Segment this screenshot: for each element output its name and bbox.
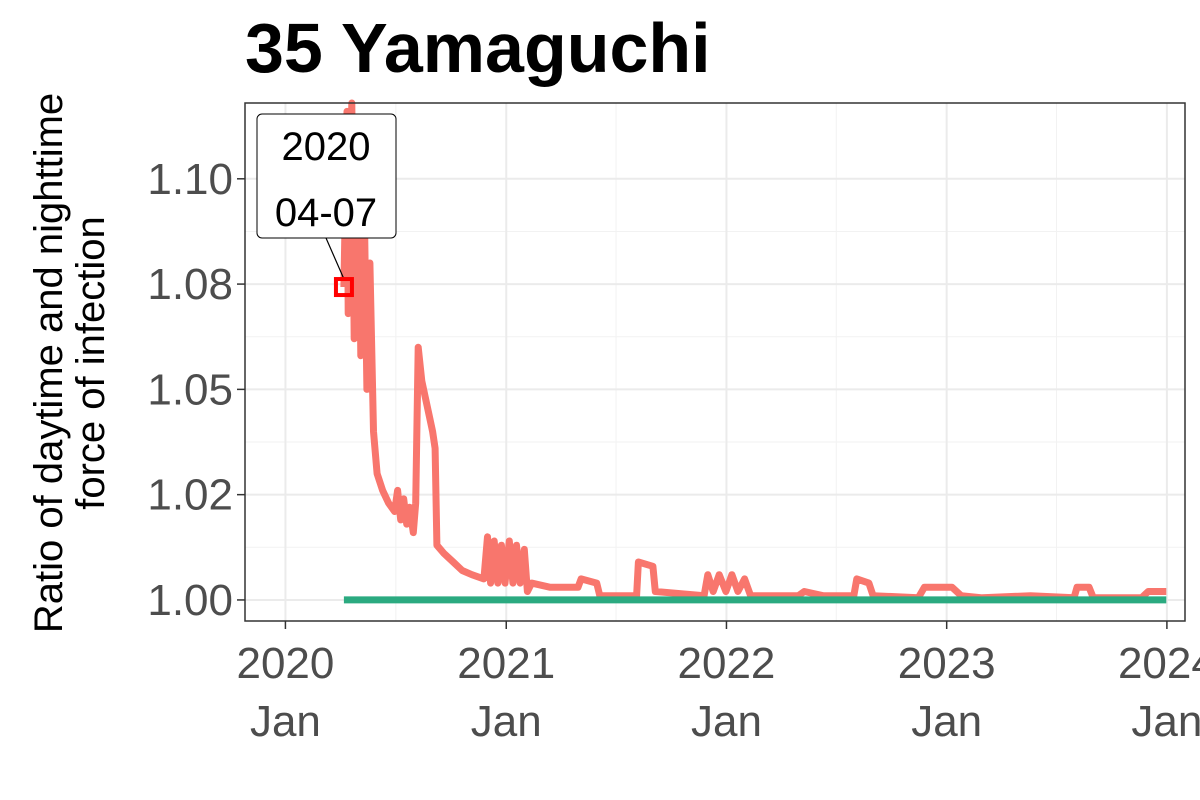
y-axis: 1.00 1.02 1.05 1.08 1.10 xyxy=(147,155,245,625)
y-tick-label: 1.02 xyxy=(147,471,233,520)
y-axis-title: Ratio of daytime and nighttime force of … xyxy=(27,93,113,633)
panel-background xyxy=(245,103,1185,621)
x-tick-label-year: 2022 xyxy=(678,639,776,688)
y-axis-title-line-1: Ratio of daytime and nighttime xyxy=(27,93,71,633)
x-tick-label-month: Jan xyxy=(1131,697,1200,746)
annotation-marker xyxy=(333,277,354,298)
series-layer xyxy=(340,99,1167,604)
x-tick-label-year: 2023 xyxy=(898,639,996,688)
x-tick-label-month: Jan xyxy=(691,697,762,746)
y-tick-label: 1.10 xyxy=(147,155,233,204)
x-tick-label-month: Jan xyxy=(471,697,542,746)
x-axis: 2020 Jan 2021 Jan 2022 Jan 2023 Jan 2024 Jan xyxy=(236,621,1200,746)
x-tick-label-month: Jan xyxy=(911,697,982,746)
y-tick-label: 1.08 xyxy=(147,260,233,309)
y-tick-label: 1.00 xyxy=(147,576,233,625)
date-annotation: 2020 04-07 xyxy=(256,113,397,298)
chart-title: 35 Yamaguchi xyxy=(245,9,711,87)
x-tick-label-year: 2024 xyxy=(1118,639,1200,688)
plot-panel xyxy=(244,99,1186,622)
annotation-date: 04-07 xyxy=(275,191,377,235)
x-tick-label-month: Jan xyxy=(250,697,321,746)
y-axis-title-line-2: force of infection xyxy=(69,216,113,510)
x-tick-label-year: 2021 xyxy=(457,639,555,688)
annotation-year: 2020 xyxy=(282,125,371,169)
x-tick-label-year: 2020 xyxy=(236,639,334,688)
panel-border xyxy=(244,102,1186,622)
ratio-series-line xyxy=(340,99,1167,602)
annotation-label-box xyxy=(256,113,397,239)
y-tick-label: 1.05 xyxy=(147,365,233,414)
annotation-leader-line xyxy=(325,237,345,280)
